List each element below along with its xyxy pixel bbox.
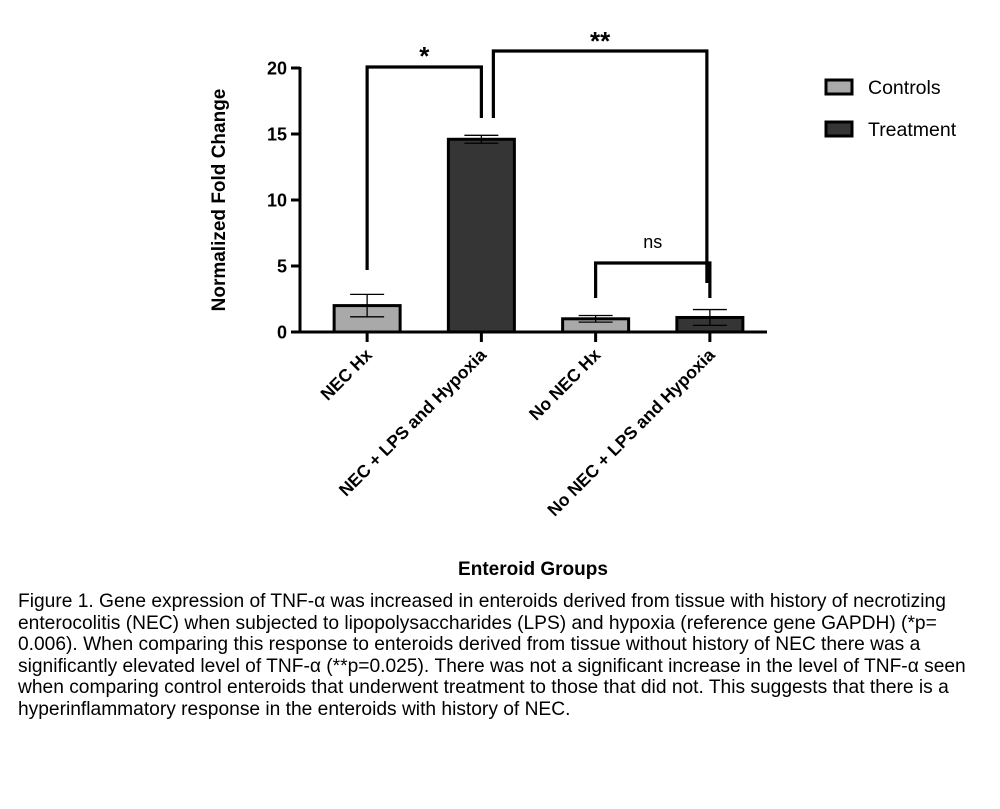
y-tick-label-0: 0 — [277, 323, 287, 343]
y-tick-label-4: 20 — [267, 59, 287, 79]
legend-label-1: Treatment — [868, 119, 957, 141]
significance-label-0: * — [419, 41, 430, 71]
y-tick-label-1: 5 — [277, 257, 287, 277]
significance-bracket-2 — [594, 261, 712, 298]
legend-swatch-1 — [824, 120, 854, 138]
significance-bracket-0 — [365, 65, 483, 270]
legend-swatch-0 — [824, 78, 854, 96]
x-tick-label-0: NEC Hx — [316, 345, 376, 405]
x-axis-label: Enteroid Groups — [458, 559, 608, 580]
significance-label-2: ns — [643, 232, 662, 252]
figure-caption: Figure 1. Gene expression of TNF-α was i… — [18, 591, 966, 720]
y-axis-label: Normalized Fold Change — [209, 89, 230, 312]
significance-bracket-1 — [491, 49, 709, 283]
y-tick-label-3: 15 — [267, 125, 287, 145]
y-tick-label-2: 10 — [267, 191, 287, 211]
significance-label-1: ** — [590, 26, 611, 56]
legend: Controls Treatment — [824, 77, 957, 141]
bar-chart: Normalized Fold Change Enteroid Groups 0… — [209, 26, 957, 580]
legend-label-0: Controls — [868, 77, 941, 99]
bar-1 — [446, 137, 516, 334]
x-tick-label-2: No NEC Hx — [525, 345, 605, 425]
